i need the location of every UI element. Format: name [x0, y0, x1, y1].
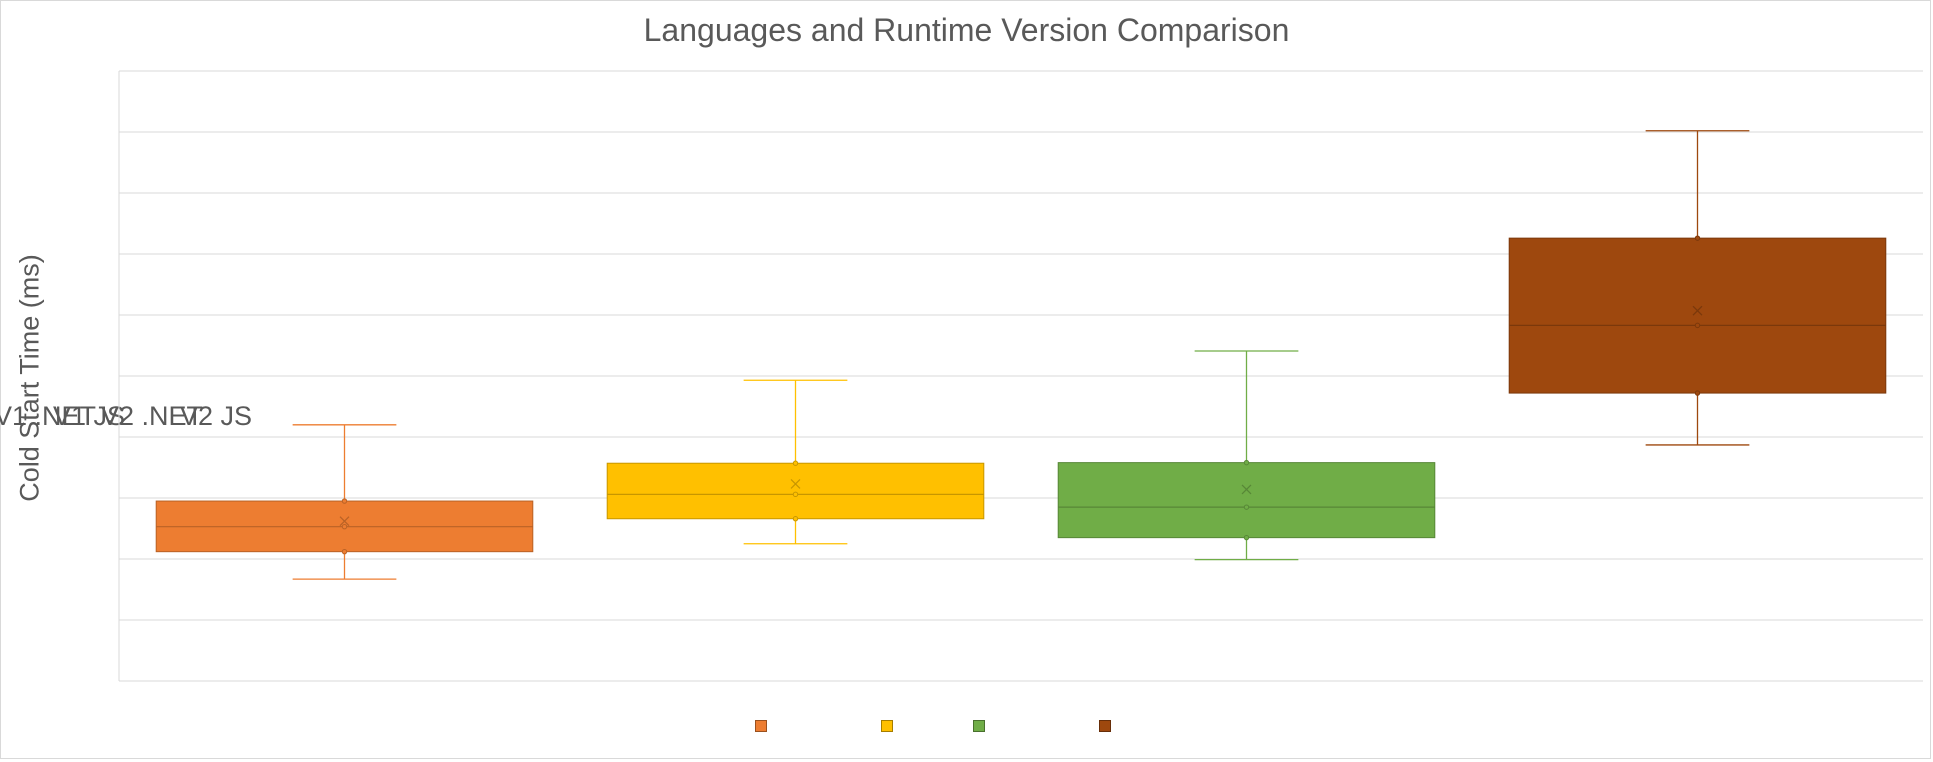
- legend: [0, 720, 1933, 734]
- category-label-v2-net: V2 .NET: [101, 401, 204, 431]
- iqr-box: [1508, 237, 1887, 394]
- iqr-box: [1057, 462, 1436, 539]
- legend-swatch: [973, 720, 985, 732]
- category-label-v1-net: V1 .NET: [0, 401, 97, 431]
- legend-item-v1-js[interactable]: [881, 720, 893, 732]
- quartile-point: [341, 498, 348, 504]
- chart-title: Languages and Runtime Version Comparison: [643, 12, 1290, 48]
- category-label-v2-js: V2 JS: [180, 401, 253, 431]
- mean-marker: [339, 516, 350, 527]
- boxes: [155, 130, 1887, 580]
- quartile-point: [1694, 322, 1701, 329]
- quartile-point: [1694, 390, 1701, 396]
- quartile-point: [1243, 534, 1250, 541]
- legend-swatch: [1099, 720, 1111, 732]
- mean-marker: [1692, 305, 1703, 316]
- legend-swatch: [755, 720, 767, 732]
- box-v2-net: [1057, 350, 1436, 561]
- quartile-point: [792, 516, 799, 522]
- quartile-point: [1243, 459, 1250, 466]
- quartile-point: [792, 491, 799, 498]
- quartile-point: [341, 548, 348, 555]
- legend-item-v1-net[interactable]: [755, 720, 767, 732]
- mean-marker: [1241, 484, 1252, 495]
- legend-item-v2-js[interactable]: [1099, 720, 1111, 732]
- mean-marker: [790, 479, 801, 489]
- legend-swatch: [881, 720, 893, 732]
- category-label-v1-js: V1 JS: [53, 401, 126, 431]
- legend-item-v2-net[interactable]: [973, 720, 985, 732]
- quartile-point: [1694, 235, 1701, 241]
- box-v1-js: [606, 379, 985, 545]
- quartile-point: [341, 523, 348, 530]
- iqr-box: [606, 462, 985, 520]
- quartile-point: [1243, 504, 1250, 510]
- quartile-point: [792, 460, 799, 466]
- box-v2-js: [1508, 130, 1887, 446]
- box-v1-net: [155, 424, 534, 580]
